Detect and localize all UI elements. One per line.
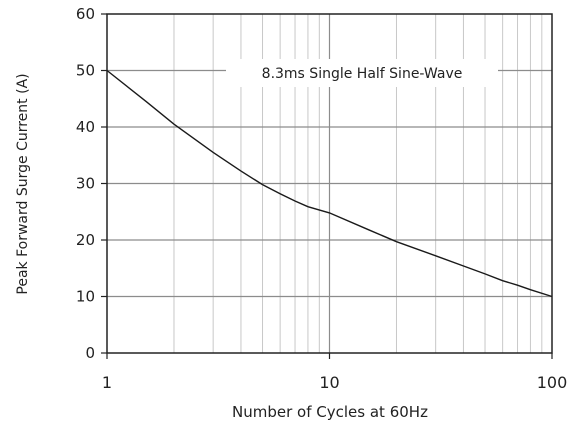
annotation-box: [226, 59, 498, 87]
x-tick-labels: 1 10 100: [102, 353, 567, 392]
y-axis-label: Peak Forward Surge Current (A): [15, 73, 31, 294]
y-tick-label: 10: [76, 288, 95, 306]
y-tick-label: 60: [76, 5, 95, 23]
x-tick-label: 10: [319, 373, 339, 392]
x-axis-label: Number of Cycles at 60Hz: [232, 403, 428, 421]
y-tick-label: 40: [76, 118, 95, 136]
x-tick-label: 1: [102, 373, 112, 392]
y-tick-label: 20: [76, 231, 95, 249]
y-tick-label: 0: [85, 344, 95, 362]
x-tick-label: 100: [537, 373, 568, 392]
y-tick-label: 30: [76, 175, 95, 193]
annotation-text: 8.3ms Single Half Sine-Wave: [262, 66, 463, 82]
y-tick-label: 50: [76, 62, 95, 80]
y-tick-labels: 0 10 20 30 40 50 60: [76, 5, 107, 362]
series-layer: [106, 69, 553, 298]
series-line: [106, 69, 553, 298]
